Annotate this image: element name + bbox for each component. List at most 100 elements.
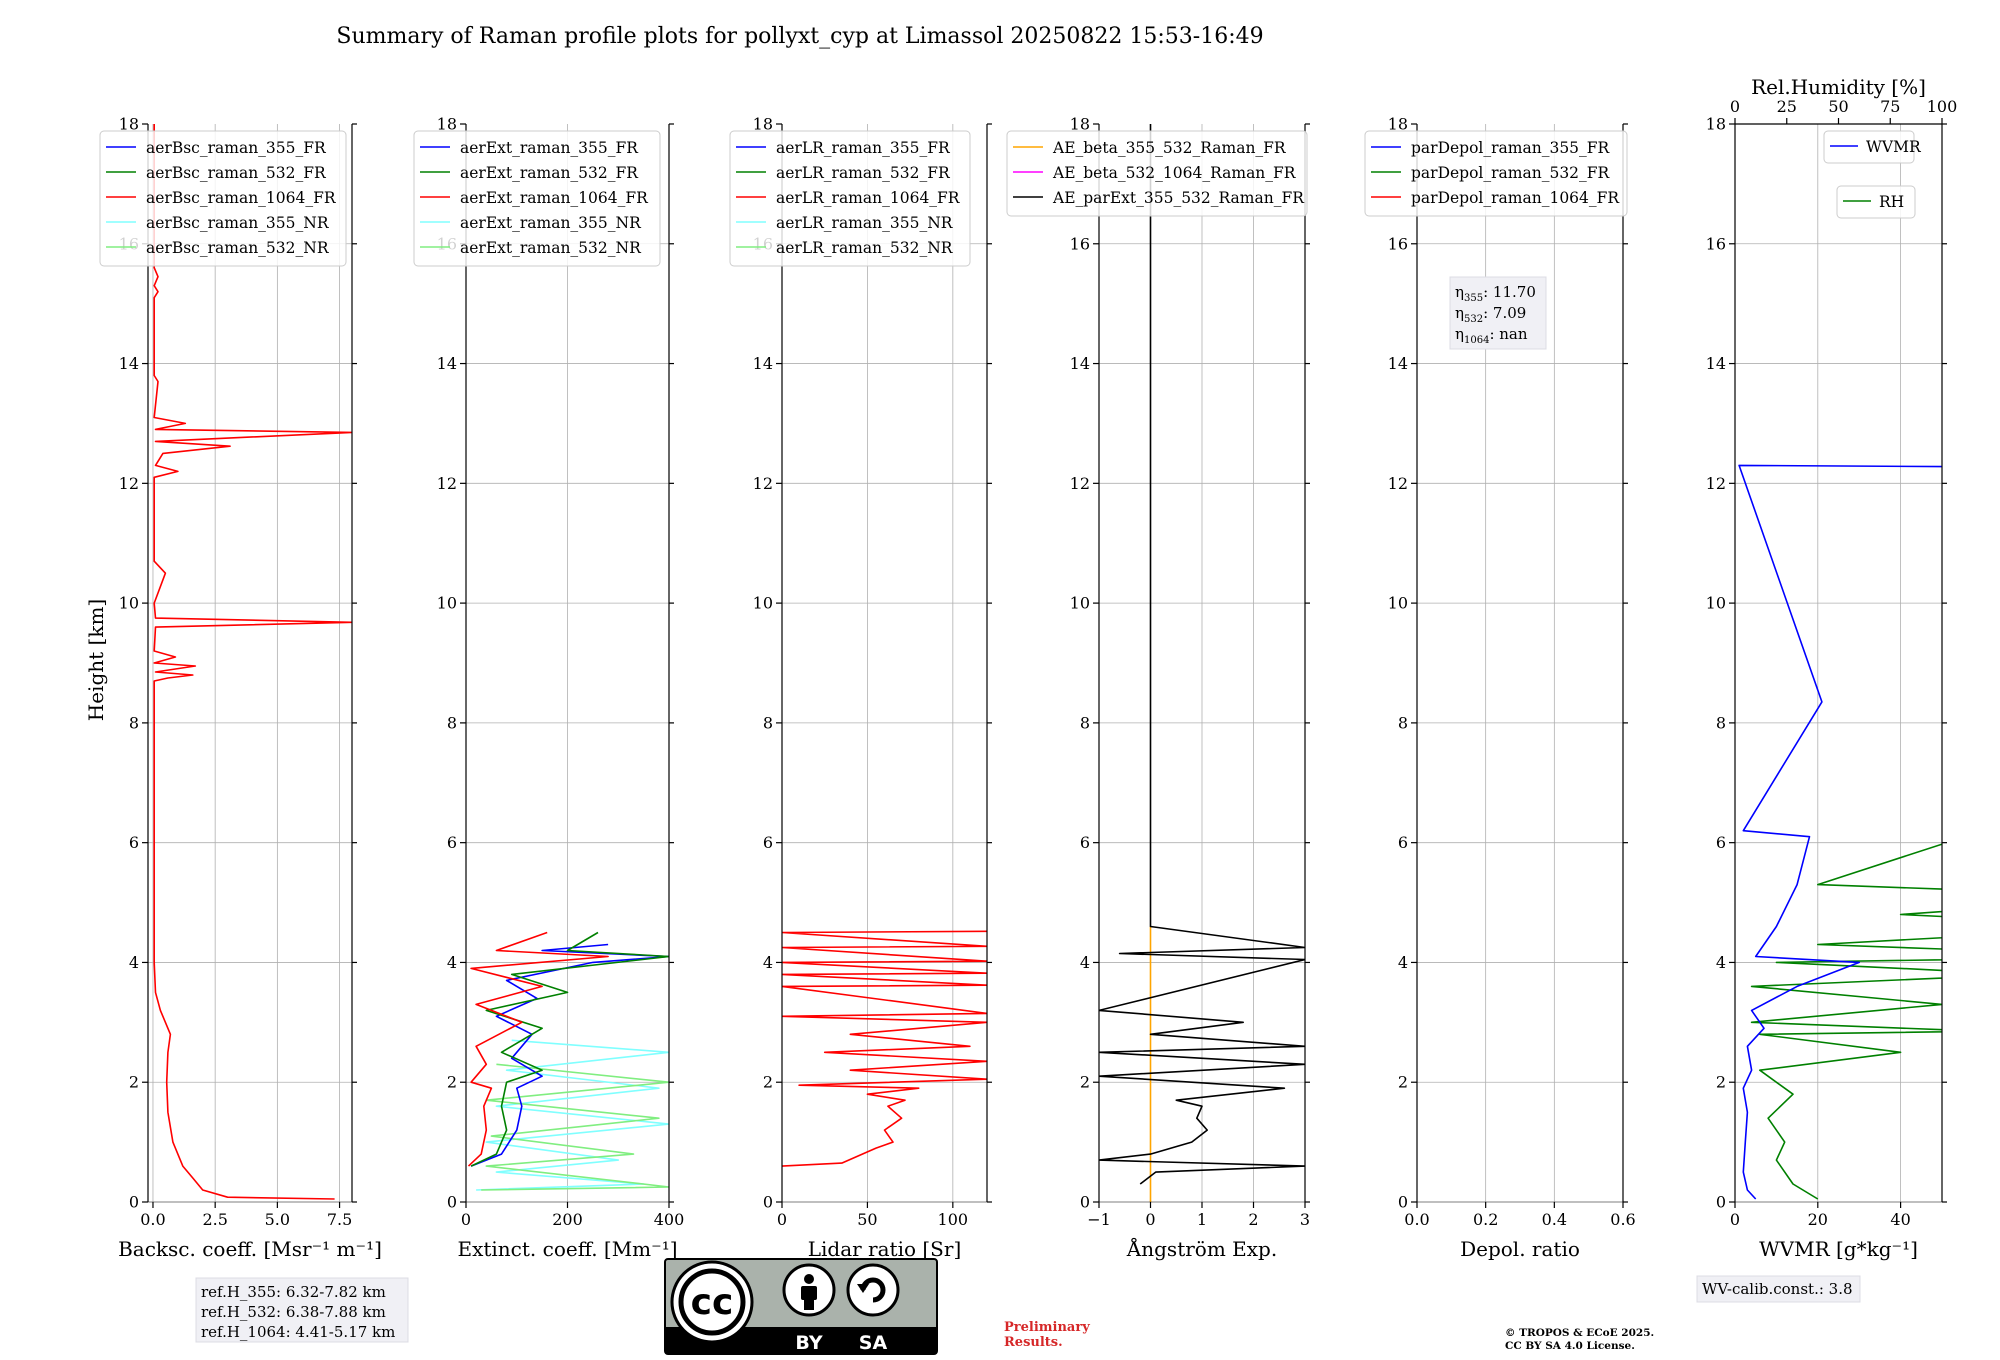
y-tick-label: 12 [1706, 474, 1726, 493]
y-tick-label: 0 [447, 1193, 457, 1212]
y-tick-label: 4 [129, 953, 139, 972]
y-tick-label: 6 [1398, 833, 1408, 852]
y-tick-label: 12 [753, 474, 773, 493]
y-tick-label: 10 [753, 594, 773, 613]
cc-logo-text: cc [691, 1282, 734, 1323]
legend: WVMR RH [1823, 130, 1922, 219]
legend-label: aerExt_raman_355_FR [460, 139, 639, 157]
y-tick-label: 10 [1388, 594, 1408, 613]
preliminary-line2: Results. [1004, 1335, 1063, 1350]
y-tick-label: 8 [1398, 713, 1408, 732]
sa-label: SA [859, 1332, 888, 1354]
eta-box: η355: 11.70 η532: 7.09 η1064: nan [1449, 276, 1547, 350]
y-axis-label: Height [km] [84, 599, 108, 721]
y-tick-label: 12 [437, 474, 457, 493]
x-axis-label: Lidar ratio [Sr] [808, 1237, 962, 1261]
y-tick-label: 14 [437, 354, 457, 373]
eta-532: η532: 7.09 [1455, 304, 1526, 325]
y-tick-label: 6 [447, 833, 457, 852]
legend: parDepol_raman_355_FR parDepol_raman_532_… [1364, 130, 1628, 217]
legend-label: aerLR_raman_532_FR [776, 164, 951, 182]
legend-label: aerBsc_raman_1064_FR [146, 189, 337, 207]
y-tick-label: 18 [1070, 115, 1090, 134]
series-group [1099, 124, 1305, 1202]
legend: aerBsc_raman_355_FR aerBsc_raman_532_FRae… [99, 130, 347, 267]
y-tick-label: 2 [763, 1073, 773, 1092]
legend-label: aerExt_raman_532_FR [460, 164, 639, 182]
y-tick-label: 18 [1388, 115, 1408, 134]
y-tick-label: 14 [753, 354, 773, 373]
x-tick-label: 0.6 [1610, 1210, 1635, 1229]
y-tick-label: 12 [119, 474, 139, 493]
ref-height-box: ref.H_355: 6.32-7.82 km ref.H_532: 6.38-… [195, 1277, 409, 1343]
legend-label: parDepol_raman_1064_FR [1411, 189, 1620, 207]
y-tick-label: 14 [1388, 354, 1408, 373]
y-tick-label: 0 [129, 1193, 139, 1212]
legend-label: aerBsc_raman_532_NR [146, 239, 330, 257]
y-tick-label: 2 [129, 1073, 139, 1092]
series-line-aerBsc_raman_1064_FR [153, 124, 352, 1200]
y-tick-label: 4 [447, 953, 457, 972]
legend-label: AE_parExt_355_532_Raman_FR [1052, 189, 1305, 207]
panel-3: 024681012141618050100Lidar ratio [Sr]aer… [729, 115, 992, 1261]
x-tick-label: 5.0 [265, 1210, 290, 1229]
legend-label: aerExt_raman_532_NR [460, 239, 642, 257]
series-line-WVMR [1738, 464, 1942, 1200]
legend-label: AE_beta_532_1064_Raman_FR [1052, 164, 1297, 182]
y-tick-label: 4 [1080, 953, 1090, 972]
y-tick-label: 10 [1070, 594, 1090, 613]
legend-frame [1836, 185, 1916, 219]
legend-label: aerBsc_raman_355_FR [146, 139, 327, 157]
legend-label: parDepol_raman_532_FR [1411, 164, 1611, 182]
x-tick-label: 2 [1248, 1210, 1258, 1229]
x-tick-label: 0 [1730, 1210, 1740, 1229]
x-axis-label: Depol. ratio [1460, 1237, 1580, 1261]
sa-icon [846, 1263, 900, 1317]
y-tick-label: 8 [1716, 713, 1726, 732]
x2-tick-label: 100 [1927, 97, 1958, 116]
y-tick-label: 10 [1706, 594, 1726, 613]
x-tick-label: 20 [1808, 1210, 1828, 1229]
y-tick-label: 14 [1706, 354, 1726, 373]
legend-label: parDepol_raman_355_FR [1411, 139, 1611, 157]
x-tick-label: 0.0 [1404, 1210, 1429, 1229]
series-line-aerExt_raman_1064_FR [467, 931, 609, 1167]
by-icon [782, 1263, 836, 1317]
x-axis-label: Backsc. coeff. [Msr⁻¹ m⁻¹] [118, 1237, 382, 1261]
x-tick-label: 2.5 [202, 1210, 227, 1229]
series-line-aerExt_raman_532_NR [481, 1063, 669, 1191]
y-tick-label: 16 [1706, 234, 1726, 253]
y-tick-label: 18 [119, 115, 139, 134]
y-tick-label: 6 [1716, 833, 1726, 852]
y-tick-label: 2 [447, 1073, 457, 1092]
legend-label: aerExt_raman_1064_FR [460, 189, 649, 207]
legend-label: aerBsc_raman_355_NR [146, 214, 330, 232]
x-tick-label: 0.4 [1542, 1210, 1567, 1229]
x-tick-label: 0 [1145, 1210, 1155, 1229]
y-tick-label: 4 [1716, 953, 1726, 972]
series-group [1738, 464, 1942, 1200]
series-line-aerLR_raman_1064_FR [782, 930, 987, 1167]
x-tick-label: 100 [938, 1210, 969, 1229]
x-tick-label: 3 [1300, 1210, 1310, 1229]
x2-axis-label: Rel.Humidity [%] [1751, 75, 1926, 99]
x2-tick-label: 0 [1730, 97, 1740, 116]
y-tick-label: 6 [763, 833, 773, 852]
legend: AE_beta_355_532_Raman_FR AE_beta_532_1064… [1006, 130, 1308, 217]
x-tick-label: 200 [552, 1210, 583, 1229]
legend-frame [1006, 130, 1308, 217]
series-line-AE_parExt_355_532_Raman_FR [1099, 124, 1305, 1185]
x-axis-label: WVMR [g*kg⁻¹] [1759, 1237, 1918, 1261]
wv-calib-text: WV-calib.const.: 3.8 [1702, 1280, 1853, 1298]
legend-label: aerExt_raman_355_NR [460, 214, 642, 232]
x-tick-label: 0 [461, 1210, 471, 1229]
legend-frame [729, 130, 971, 267]
legend-label: WVMR [1866, 138, 1922, 156]
series-line-aerExt_raman_355_NR [476, 1039, 669, 1191]
legend-label: aerLR_raman_532_NR [776, 239, 954, 257]
x-tick-label: 0.0 [140, 1210, 165, 1229]
cc-license-badge: cc BY SA [664, 1258, 938, 1355]
